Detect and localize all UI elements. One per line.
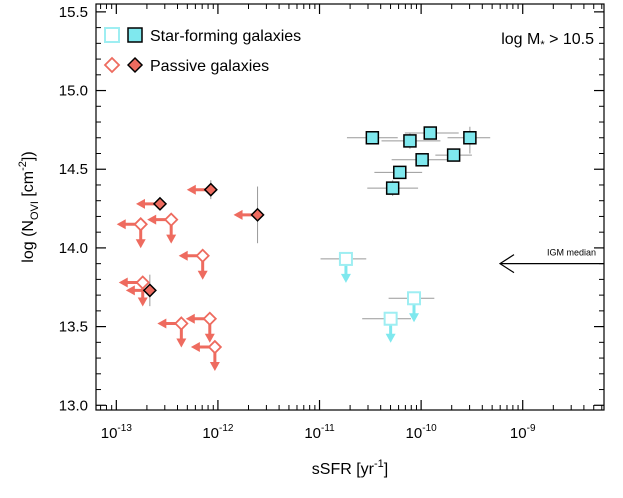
legend-label-passive: Passive galaxies [150,58,269,75]
y-tick-label: 15.0 [59,83,88,100]
passive-limit-x-arrow-head [185,313,195,324]
passive-detection-point [152,196,168,211]
sf-upper-limit-point [383,311,398,326]
passive-limit-x-arrow-head [118,277,128,288]
sf-detection-point [385,181,400,195]
passive-detection-point [250,207,265,222]
x-tick-label: 10-12 [202,423,234,442]
sf-detection-point [393,165,407,180]
passive-limit-x-arrow-head [178,250,188,261]
sf-detection-point [415,153,429,167]
passive-limit-x-arrow-head [147,214,157,225]
x-tick-label: 10-10 [406,423,438,442]
y-tick-label: 13.5 [59,319,88,336]
passive-detection-x-limit-arrow-head [233,209,243,220]
sf-upper-limit-arrow-head [409,313,420,323]
y-tick-label: 15.5 [59,4,88,21]
sf-upper-limit-point [407,291,422,306]
sf-upper-limit-point [338,251,353,266]
passive-limit-y-arrow-head [166,234,177,244]
passive-detection-x-limit-arrow-head [186,184,196,195]
y-tick-label: 14.0 [59,240,88,257]
sf-upper-limit-arrow-head [340,273,351,283]
sf-detection-point [446,148,461,162]
passive-limit-y-arrow-head [176,338,187,348]
passive-limit-point [163,212,179,227]
legend-label-star-forming: Star-forming galaxies [150,28,301,45]
passive-detection-x-limit-arrow-head [136,198,146,209]
y-tick-label: 14.5 [59,161,88,178]
x-tick-label: 10-13 [101,423,133,442]
sf-detection-point [463,131,477,145]
x-tick-label: 10-11 [304,423,335,442]
legend-marker-passive-open [103,56,121,74]
legend-marker-passive-filled [126,56,144,74]
passive-limit-y-arrow-head [137,297,148,307]
passive-limit-point [135,275,151,290]
legend-marker-sf-filled [127,27,143,43]
passive-limit-x-arrow-head [190,342,200,353]
y-tick-label: 13.0 [59,397,88,414]
legend: Star-forming galaxies Passive galaxies [103,27,301,75]
passive-limit-point [133,217,148,232]
passive-limit-point [174,316,189,331]
mass-cut-annotation: log M* > 10.5 [501,31,594,51]
x-axis-title: sSFR [yr-1] [312,458,388,478]
x-tick-label: 10-9 [510,423,536,442]
sf-detection-point [365,131,380,145]
passive-detection-x-limit-arrow-head [125,285,135,296]
legend-marker-sf-open [104,27,120,43]
passive-detection-point [142,283,157,298]
passive-limit-x-arrow-head [116,219,126,230]
passive-limit-x-arrow-head [157,318,167,329]
passive-limit-point [202,311,218,327]
sf-detection-point [423,126,438,140]
sf-upper-limit-arrow-head [385,333,396,343]
sf-detection-point [403,134,417,148]
passive-detection-point [203,182,218,197]
igm-median-label: IGM median [547,248,596,258]
passive-limit-y-arrow-head [197,270,208,280]
passive-limit-y-arrow-head [204,333,215,343]
passive-limit-y-arrow-head [209,362,220,372]
passive-limit-y-arrow-head [135,239,146,249]
passive-limit-point [207,339,223,355]
y-axis-title: log (NOVI [cm-2]) [17,151,41,262]
igm-median-arrow [498,254,604,274]
passive-limit-point [195,248,210,264]
